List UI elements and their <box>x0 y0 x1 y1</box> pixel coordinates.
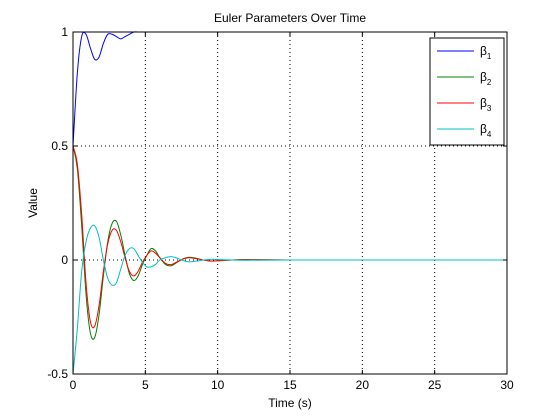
x-tick-label: 20 <box>356 378 370 392</box>
y-tick-label: -0.5 <box>47 367 68 381</box>
y-tick-label: 0.5 <box>51 139 68 153</box>
y-tick-label: 0 <box>61 253 68 267</box>
x-tick-label: 0 <box>70 378 77 392</box>
legend-label-beta1: β1 <box>480 44 492 61</box>
tick-layer: 0 5 10 15 20 25 30-0.500.51 <box>47 25 514 392</box>
legend-label-beta2: β2 <box>480 70 492 87</box>
chart-title: Euler Parameters Over Time <box>214 11 366 25</box>
legend-label-beta4: β4 <box>480 122 492 139</box>
x-tick-label: 30 <box>500 378 514 392</box>
legend-box <box>429 37 505 146</box>
series-layer <box>72 31 507 375</box>
y-tick-label: 1 <box>61 25 68 39</box>
x-tick-label: 25 <box>428 378 442 392</box>
y-axis-label: Value <box>26 188 40 218</box>
legend-label-beta3: β3 <box>480 96 492 113</box>
series-line-beta4 <box>72 224 507 375</box>
x-tick-label: 15 <box>283 378 297 392</box>
legend: β1 β2 β3 β4 <box>429 37 505 146</box>
series-line-beta3 <box>72 145 507 329</box>
x-axis-label: Time (s) <box>268 396 312 410</box>
x-tick-label: 10 <box>211 378 225 392</box>
x-tick-label: 5 <box>142 378 149 392</box>
